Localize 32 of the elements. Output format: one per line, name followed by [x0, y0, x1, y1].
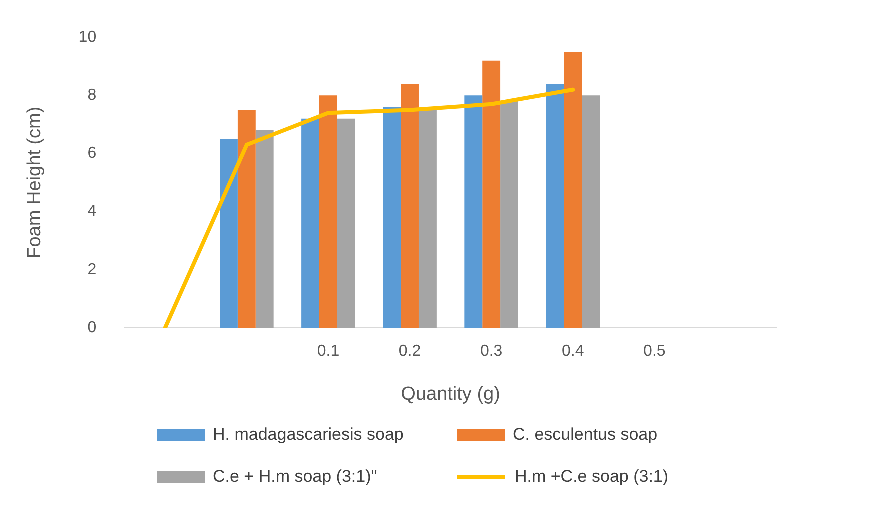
- bar: [302, 118, 320, 328]
- legend-label: H. madagascariesis soap: [213, 425, 404, 445]
- bar: [418, 110, 437, 328]
- y-axis-title: Foam Height (cm): [24, 106, 46, 259]
- bar: [582, 96, 600, 328]
- x-tick-label: 0.3: [480, 343, 503, 360]
- bar: [401, 84, 419, 328]
- bar: [220, 139, 238, 328]
- bar: [256, 130, 274, 328]
- legend-label: C. esculentus soap: [513, 425, 658, 445]
- x-tick-label: 0.1: [317, 343, 340, 360]
- bar: [320, 96, 338, 328]
- y-tick-label: 10: [78, 29, 97, 46]
- bar: [546, 84, 564, 328]
- bar: [482, 60, 501, 328]
- bar: [464, 96, 483, 328]
- bar: [337, 118, 356, 328]
- legend-label: C.e + H.m soap (3:1)": [213, 467, 378, 487]
- y-tick-label: 8: [88, 87, 97, 104]
- x-tick-label: 0.2: [398, 343, 422, 360]
- bar: [383, 107, 402, 328]
- x-tick-label: 0.4: [562, 343, 584, 360]
- x-axis-title: Quantity (g): [401, 384, 500, 405]
- legend-label: H.m +C.e soap (3:1): [515, 467, 669, 487]
- bar: [500, 101, 518, 328]
- y-tick-label: 0: [88, 319, 97, 336]
- y-tick-label: 2: [88, 261, 97, 278]
- bar: [564, 52, 582, 328]
- bar: [238, 110, 256, 328]
- y-tick-label: 6: [88, 145, 97, 162]
- y-tick-label: 4: [88, 203, 97, 220]
- x-tick-label: 0.5: [644, 343, 666, 360]
